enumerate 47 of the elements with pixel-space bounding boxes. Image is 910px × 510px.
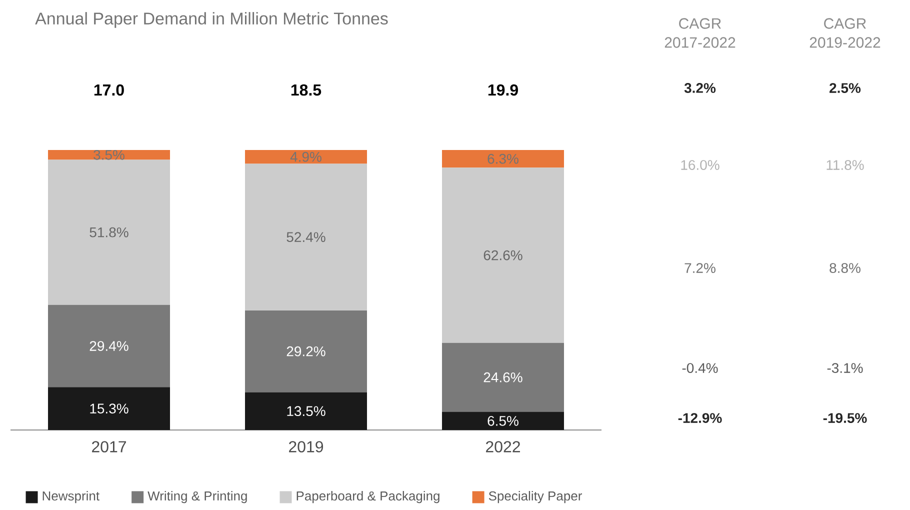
x-tick-label: 2022 <box>486 441 520 452</box>
bar <box>245 164 367 310</box>
legend-label: Newsprint <box>42 491 100 504</box>
bar <box>442 168 564 343</box>
x-tick-label: 2017 <box>92 441 126 452</box>
bar <box>48 304 170 388</box>
text: 7.2% <box>684 263 716 273</box>
data-label: 6.3% <box>488 154 518 164</box>
data-label: 15.3% <box>90 404 128 414</box>
text: 17.0 <box>94 84 124 96</box>
text: 19.9 <box>488 84 518 96</box>
text: 8.8% <box>830 263 860 273</box>
bar <box>245 392 367 430</box>
text: CAGR 2019-2022 <box>810 18 880 48</box>
data-label: 13.5% <box>287 406 326 416</box>
bar <box>245 150 367 164</box>
legend-label: Writing & Printing <box>148 491 247 504</box>
text: -0.4% <box>682 363 718 373</box>
data-label: 24.6% <box>484 372 522 382</box>
text: 2.5% <box>830 83 861 93</box>
bar <box>48 387 170 430</box>
text: -3.1% <box>827 363 863 373</box>
data-label: 4.9% <box>290 152 322 162</box>
chart-title: Annual Paper Demand in Million Metric Tonnes <box>35 12 388 28</box>
text: -19.5% <box>823 413 867 423</box>
data-label: 52.4% <box>286 232 326 242</box>
text: 16.0% <box>681 160 720 170</box>
bar <box>442 342 564 412</box>
text: 11.8% <box>826 160 864 170</box>
x-tick-label: 2019 <box>289 441 324 452</box>
bar <box>245 310 367 392</box>
data-label: 29.2% <box>286 346 326 356</box>
text: 3.2% <box>684 83 716 93</box>
data-label: 29.4% <box>90 341 128 351</box>
bar <box>48 160 170 305</box>
data-label: 62.6% <box>484 250 522 260</box>
data-label: 51.8% <box>90 227 128 238</box>
data-label: 3.5% <box>94 150 124 160</box>
text: CAGR 2017-2022 <box>664 18 736 48</box>
legend-label: Paperboard & Packaging <box>296 491 440 504</box>
text: 18.5 <box>291 84 322 96</box>
legend-label: Speciality Paper <box>488 491 582 504</box>
bar <box>442 412 564 430</box>
data-label: 6.5% <box>488 416 518 426</box>
text: -12.9% <box>678 413 722 423</box>
bar <box>48 150 170 160</box>
bar <box>442 150 564 168</box>
